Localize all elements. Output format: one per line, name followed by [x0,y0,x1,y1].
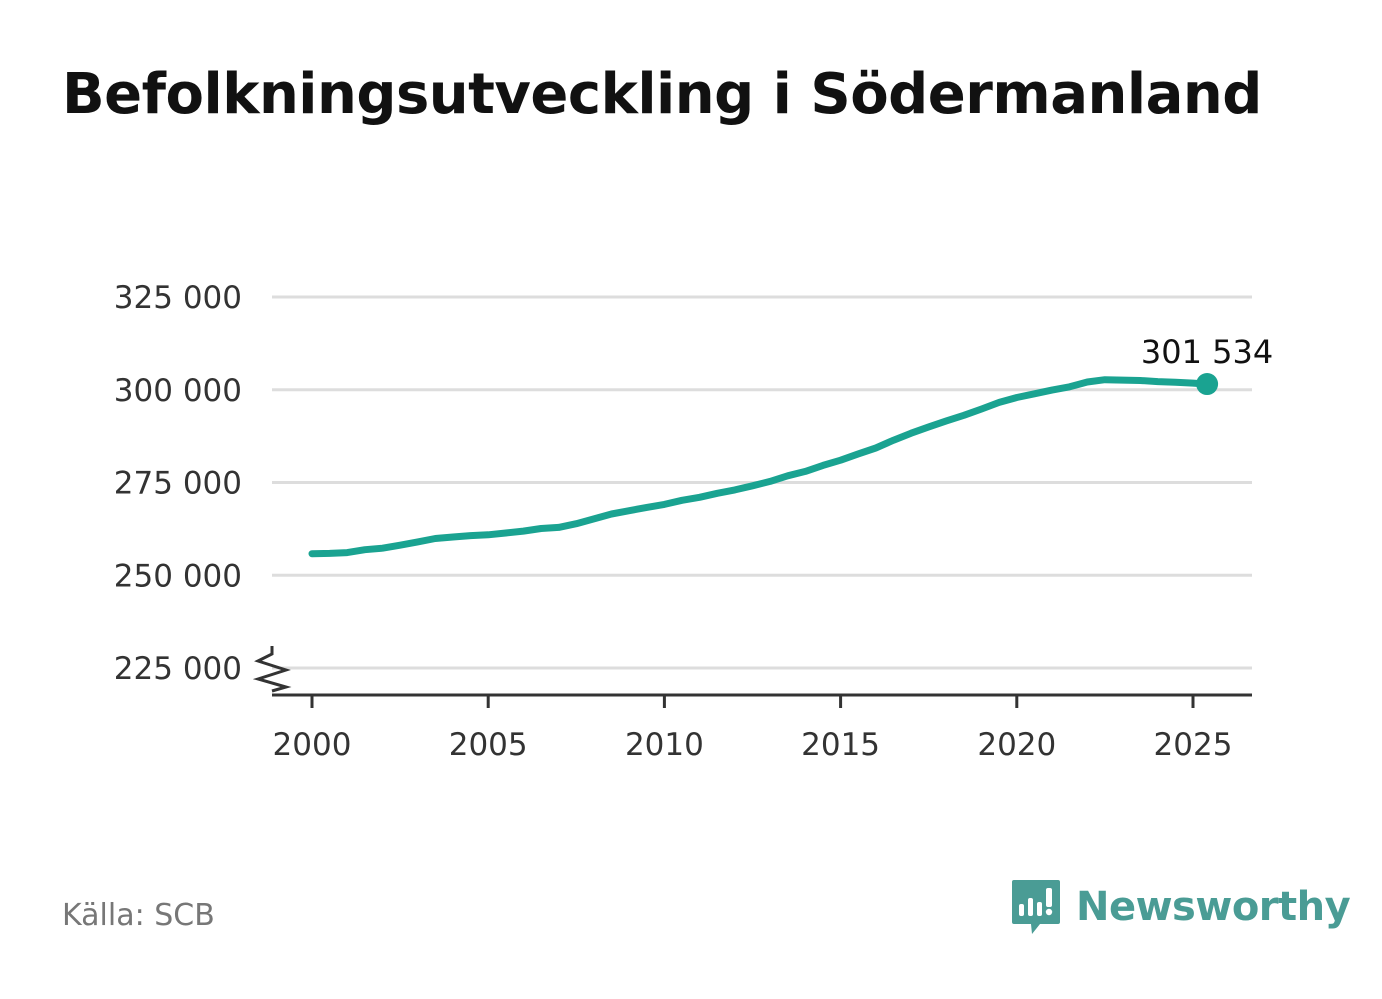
y-tick-label: 225 000 [114,651,242,687]
x-tick-label: 2015 [801,727,880,763]
brand-name: Newsworthy [1076,884,1351,930]
axis-break-symbol [252,646,292,693]
x-tick-label: 2010 [625,727,704,763]
brand-logo: Newsworthy [1010,878,1351,936]
y-axis-tick-labels: 225 000 250 000 275 000 300 000 325 000 [114,280,242,687]
y-tick-label: 325 000 [114,280,242,316]
x-tick-label: 2005 [449,727,528,763]
x-tick-label: 2000 [273,727,352,763]
newsworthy-logo-icon [1012,880,1060,934]
series-layer: 301 534 [308,333,1273,558]
source-note: Källa: SCB [62,898,215,933]
x-axis [252,646,1252,708]
y-tick-label: 275 000 [114,466,242,502]
y-tick-label: 250 000 [114,558,242,594]
last-value-label: 301 534 [1141,333,1273,371]
x-tick-label: 2025 [1154,727,1233,763]
x-axis-tick-labels: 2000 2005 2010 2015 2020 2025 [273,727,1233,763]
last-point-marker [1196,373,1219,396]
y-tick-label: 300 000 [114,373,242,409]
series-line [308,376,1211,558]
x-tick-label: 2020 [977,727,1056,763]
chart-title: Befolkningsutveckling i Södermanland [62,62,1262,127]
